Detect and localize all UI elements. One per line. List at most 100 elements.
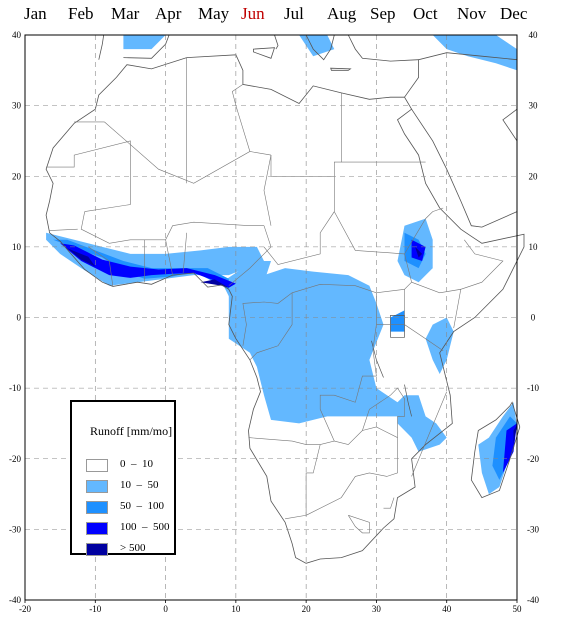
x-tick-label: 50: [513, 604, 523, 614]
lake-victoria: [390, 315, 405, 338]
country-border: [104, 121, 272, 184]
plot-border: [24, 34, 518, 601]
sicily-coastline: [252, 47, 276, 59]
lake-malawi: [404, 384, 412, 417]
y-tick-label-right: 20: [529, 171, 539, 181]
y-tick-label-left: 0: [17, 313, 22, 323]
runoff-patch: [432, 35, 517, 71]
country-border: [46, 140, 131, 212]
legend-swatch: [86, 501, 108, 514]
legend-label: 0 – 10: [120, 458, 153, 470]
x-tick-label: 0: [163, 604, 168, 614]
y-tick-label-right: 0: [531, 313, 536, 323]
country-border: [242, 211, 412, 346]
arabia-coastline: [411, 108, 518, 228]
crete-coastline: [330, 67, 352, 71]
country-border: [460, 239, 504, 290]
y-tick-label-left: -40: [9, 595, 21, 605]
x-tick-label: 20: [302, 604, 312, 614]
month-oct[interactable]: Oct: [413, 4, 438, 23]
month-nov[interactable]: Nov: [457, 4, 487, 23]
runoff-patch: [221, 261, 271, 297]
y-tick-label-right: 10: [529, 242, 539, 252]
country-border: [270, 92, 342, 177]
legend-row: 0 – 10: [86, 458, 176, 473]
month-dec[interactable]: Dec: [500, 4, 528, 23]
y-tick-label-right: 30: [529, 101, 539, 111]
runoff-patch: [60, 243, 236, 288]
runoff-patch: [502, 423, 517, 473]
month-apr[interactable]: Apr: [155, 4, 182, 23]
legend-row: > 500: [86, 542, 176, 557]
country-border: [404, 207, 444, 255]
runoff-patch: [200, 279, 229, 288]
x-tick-label: 40: [442, 604, 452, 614]
levant-coastline: [404, 52, 518, 98]
month-mar[interactable]: Mar: [111, 4, 140, 23]
y-tick-label-left: 10: [12, 242, 22, 252]
legend-swatch: [86, 522, 108, 535]
runoff-patch: [513, 424, 517, 445]
y-tick-label-right: -10: [527, 383, 539, 393]
country-border: [248, 292, 377, 445]
country-border: [263, 176, 335, 265]
country-border: [249, 292, 293, 361]
y-tick-label-left: 20: [12, 171, 22, 181]
y-tick-label-right: -30: [527, 524, 539, 534]
y-tick-label-left: -30: [9, 524, 21, 534]
x-tick-label: -10: [89, 604, 101, 614]
country-border: [383, 497, 395, 509]
legend-title: Runoff [mm/mo]: [90, 424, 173, 438]
country-border: [285, 444, 321, 520]
turkey-coastline: [347, 34, 419, 62]
month-selector: Jan Feb Mar Apr May Jun Jul Aug Sep Oct …: [0, 4, 568, 26]
y-tick-label-left: -20: [9, 454, 21, 464]
y-tick-label-left: -10: [9, 383, 21, 393]
legend-row: 100 – 500: [86, 521, 176, 536]
y-tick-label-left: 40: [12, 30, 22, 40]
iberia-coastline: [123, 34, 170, 59]
month-sep[interactable]: Sep: [370, 4, 396, 23]
month-feb[interactable]: Feb: [68, 4, 94, 23]
country-border: [263, 155, 272, 226]
country-border: [411, 281, 462, 329]
country-border: [362, 387, 405, 438]
y-tick-label-right: 40: [529, 30, 539, 40]
month-aug[interactable]: Aug: [327, 4, 357, 23]
legend-swatch: [86, 459, 108, 472]
legend-row: 50 – 100: [86, 500, 176, 515]
y-tick-label-left: 30: [12, 101, 22, 111]
y-tick-label-right: -40: [527, 595, 539, 605]
legend-label: 50 – 100: [120, 500, 164, 512]
x-tick-label: 30: [372, 604, 382, 614]
legend-label: > 500: [120, 542, 146, 554]
border-layer: [46, 57, 504, 534]
legend-swatch: [86, 480, 108, 493]
country-border: [411, 391, 447, 477]
runoff-patch: [123, 35, 166, 50]
runoff-patch: [228, 268, 405, 424]
runoff-legend: Runoff [mm/mo] 0 – 10 10 – 50 50 – 100 1…: [70, 400, 176, 557]
month-jun[interactable]: Jun: [241, 4, 265, 23]
greece-coastline: [305, 34, 335, 61]
legend-row: 10 – 50: [86, 479, 176, 494]
country-border: [165, 239, 173, 276]
country-border: [228, 225, 272, 286]
legend-label: 100 – 500: [120, 521, 170, 533]
month-jul[interactable]: Jul: [284, 4, 304, 23]
month-may[interactable]: May: [198, 4, 230, 23]
month-jan[interactable]: Jan: [24, 4, 47, 23]
country-border: [348, 515, 370, 534]
legend-label: 10 – 50: [120, 479, 159, 491]
x-tick-label: -20: [19, 604, 31, 614]
legend-swatch: [86, 543, 108, 556]
runoff-patch: [67, 248, 96, 267]
y-tick-label-right: -20: [527, 454, 539, 464]
country-border: [231, 84, 251, 152]
madagascar-coastline: [470, 401, 521, 499]
italy-coastline: [274, 34, 279, 50]
runoff-patch: [415, 246, 423, 258]
runoff-patch: [53, 239, 229, 290]
country-border: [182, 232, 187, 274]
country-border: [305, 472, 388, 516]
